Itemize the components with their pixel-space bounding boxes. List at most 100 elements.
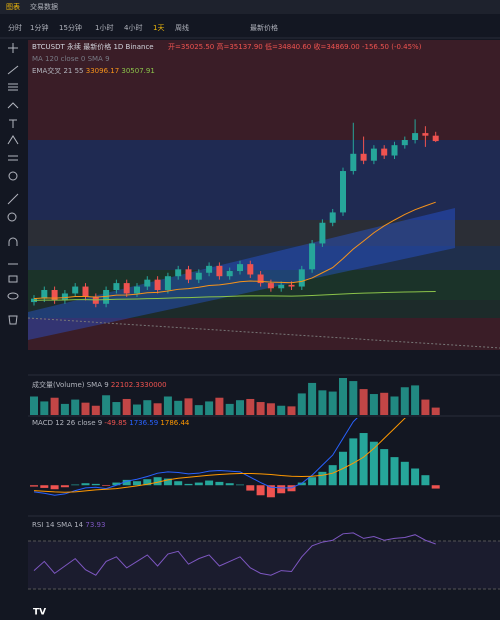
macd-bar xyxy=(328,465,337,486)
macd-bar xyxy=(215,481,224,486)
candle-body xyxy=(123,283,130,294)
crosshair-tool[interactable] xyxy=(8,43,18,53)
candle-body xyxy=(82,286,89,297)
rsi-line xyxy=(33,532,436,576)
visibility-tool[interactable] xyxy=(7,292,19,300)
rsi-legend: RSI 14 SMA 14 73.93 xyxy=(32,521,105,529)
candle-body xyxy=(329,212,336,223)
tab[interactable]: 交易数据 xyxy=(30,2,58,11)
macd-bar xyxy=(102,485,111,486)
pattern-tool[interactable] xyxy=(7,135,19,145)
candle-body xyxy=(237,264,243,272)
macd-bar xyxy=(163,478,172,486)
candle-body xyxy=(340,171,346,213)
candle-body xyxy=(391,145,398,156)
ema-value: 30507.91 xyxy=(121,67,154,75)
rsi-value: 73.93 xyxy=(85,521,105,529)
macd-bar xyxy=(50,485,59,490)
candle-body xyxy=(422,133,429,136)
magnet-tool[interactable] xyxy=(8,237,18,246)
macd-bar xyxy=(143,479,152,486)
macd-bar xyxy=(71,484,80,486)
emoji-tool[interactable] xyxy=(8,171,18,181)
candle-body xyxy=(144,279,151,287)
candle-body xyxy=(61,293,68,301)
ma-legend: MA 120 close 0 SMA 9 xyxy=(32,55,110,63)
volume-bar xyxy=(112,402,121,415)
volume-bar xyxy=(256,402,265,415)
volume-bar xyxy=(369,394,378,415)
volume-bar xyxy=(40,401,49,415)
volume-bar xyxy=(318,390,327,415)
ema-label: EMA交叉 21 55 xyxy=(32,66,84,75)
zone xyxy=(28,246,500,270)
volume-bar xyxy=(215,397,224,415)
volume-label: 成交量(Volume) SMA 9 xyxy=(32,380,109,389)
signal-line xyxy=(33,418,406,493)
macd-bar xyxy=(297,482,306,486)
candle-body xyxy=(267,283,274,289)
macd-bar xyxy=(400,461,409,486)
brush-tool[interactable] xyxy=(7,102,19,109)
macd-bar xyxy=(81,483,90,486)
macd-bar xyxy=(153,477,162,486)
zones xyxy=(27,40,500,350)
timeframe[interactable]: 周线 xyxy=(175,23,189,32)
ema-legend: EMA交叉 21 55 33096.17 30507.91 xyxy=(32,66,155,75)
volume-bar xyxy=(163,396,172,415)
ema-value: 33096.17 xyxy=(86,67,119,75)
measure-tool[interactable] xyxy=(8,155,18,161)
candle-body xyxy=(350,153,357,172)
timeframe[interactable]: 1天 xyxy=(153,24,164,32)
price-source[interactable]: 最新价格 xyxy=(250,23,278,32)
delete-tool[interactable] xyxy=(8,315,18,325)
candle-body xyxy=(216,265,223,277)
macd-legend: MACD 12 26 close 9 -49.85 1736.59 1786.4… xyxy=(32,419,190,427)
rsi-band xyxy=(28,541,500,589)
candle-body xyxy=(72,286,79,294)
timeframe[interactable]: 4小时 xyxy=(124,23,142,32)
timeframe[interactable]: 1分钟 xyxy=(30,23,48,32)
text-tool[interactable] xyxy=(9,119,17,128)
macd-bar xyxy=(91,483,100,486)
volume-bar xyxy=(349,381,358,415)
candle-body xyxy=(412,133,419,140)
macd-bar xyxy=(40,485,49,488)
volume-sma: 22102.3330000 xyxy=(111,381,167,389)
volume-bar xyxy=(194,405,203,415)
candle-body xyxy=(175,269,182,277)
volume-legend: 成交量(Volume) SMA 9 22102.3330000 xyxy=(32,380,167,389)
fib-tool[interactable] xyxy=(8,83,18,91)
volume-bar xyxy=(30,396,38,415)
candle-body xyxy=(360,153,367,161)
volume-bar xyxy=(431,407,440,415)
volume-bar xyxy=(246,398,255,415)
macd-bar xyxy=(349,438,358,486)
macd-bar xyxy=(174,481,183,486)
timeframe[interactable]: 1小时 xyxy=(95,23,113,32)
volume-bar xyxy=(328,391,337,415)
candle-body xyxy=(134,286,140,294)
candle-body xyxy=(154,279,161,290)
ruler-tool[interactable] xyxy=(7,193,19,205)
zoom-tool[interactable] xyxy=(7,212,17,222)
macd-label: MACD 12 26 close 9 xyxy=(32,419,102,427)
lock-all-tool[interactable] xyxy=(8,275,18,283)
macd-bar xyxy=(30,485,38,487)
macd-bar xyxy=(380,449,389,486)
macd-bar xyxy=(277,485,286,494)
volume-bar xyxy=(60,403,69,415)
tab[interactable]: 图表 xyxy=(6,2,20,11)
candle-body xyxy=(401,140,408,146)
line-tool[interactable] xyxy=(7,65,19,75)
candle-body xyxy=(31,298,37,303)
candle-body xyxy=(309,243,316,270)
timeframe[interactable]: 分时 xyxy=(8,23,22,32)
macd-bar xyxy=(256,485,265,496)
volume-bar xyxy=(339,378,347,415)
zone xyxy=(28,40,500,140)
timeframe[interactable]: 15分钟 xyxy=(59,23,82,32)
symbol: BTCUSDT 永续 最新价格 1D Binance xyxy=(32,42,154,51)
candle-body xyxy=(370,148,377,161)
volume-bar xyxy=(102,395,111,415)
